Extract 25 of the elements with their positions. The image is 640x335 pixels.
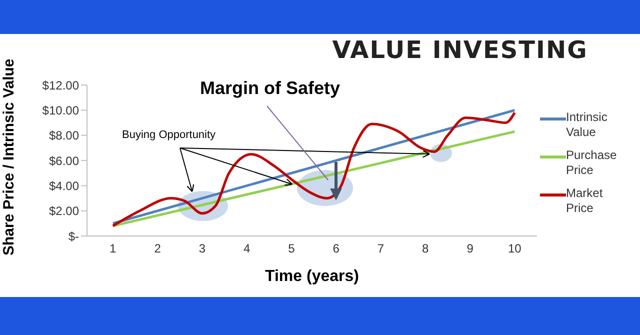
annotation: Margin of Safety	[200, 78, 340, 98]
legend-label: Intrinsic Value	[566, 110, 608, 140]
x-tick-label: 7	[377, 242, 384, 256]
x-tick-label: 2	[154, 242, 162, 256]
x-tick-label: 4	[243, 242, 250, 256]
x-tick-label: 1	[110, 242, 117, 256]
y-tick-label: $8.00	[48, 128, 80, 143]
y-tick-label: $6.00	[48, 154, 80, 168]
annotation: Buying Opportunity	[122, 129, 216, 141]
legend-label: Purchase Price	[566, 148, 618, 178]
legend-label: Market Price	[566, 186, 604, 216]
y-tick-label: $12.00	[42, 78, 80, 92]
y-tick-label: $2.00	[48, 204, 80, 218]
y-tick-label: $4.00	[48, 178, 80, 193]
x-tick-label: 10	[508, 242, 522, 256]
y-tick-label: $10.00	[42, 103, 80, 118]
x-tick-label: 3	[198, 242, 206, 256]
x-axis-title: Time (years)	[265, 268, 359, 285]
y-tick-label: $-	[68, 229, 79, 244]
x-tick-label: 5	[288, 242, 296, 256]
x-tick-label: 9	[466, 242, 474, 256]
chart-title: VALUE INVESTING	[331, 36, 589, 64]
y-axis-title: Share Price / Intrinsic Value	[0, 58, 18, 256]
x-tick-label: 6	[332, 242, 340, 256]
x-tick-label: 8	[422, 242, 430, 256]
